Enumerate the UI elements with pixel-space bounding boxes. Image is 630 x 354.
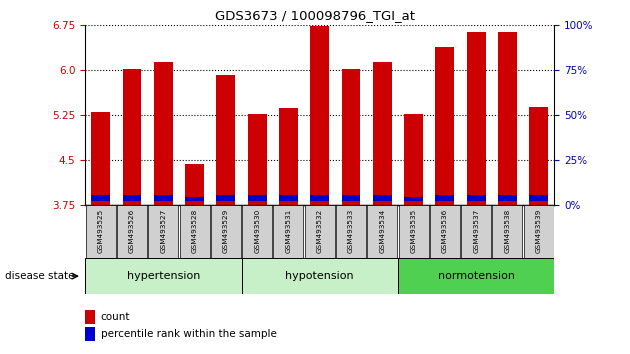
Bar [529,195,548,201]
Bar [311,195,329,201]
Bar [373,62,392,205]
Text: GSM493525: GSM493525 [98,209,104,253]
Text: GSM493539: GSM493539 [536,209,542,253]
Bar [529,107,548,205]
Bar [123,69,141,205]
Bar [311,26,329,205]
Text: GSM493533: GSM493533 [348,209,354,253]
Text: percentile rank within the sample: percentile rank within the sample [101,329,277,339]
Bar [185,197,204,201]
Bar [367,205,398,258]
Text: GSM493527: GSM493527 [160,209,166,253]
Bar [154,62,173,205]
Bar [404,197,423,201]
Text: GSM493531: GSM493531 [285,209,292,253]
Bar [336,205,366,258]
Bar [148,205,178,258]
Text: GSM493538: GSM493538 [505,209,510,253]
Text: GSM493529: GSM493529 [223,209,229,253]
Bar [241,258,398,294]
Bar [435,47,454,205]
Bar [217,75,235,205]
Bar [404,114,423,205]
Bar [435,195,454,201]
Bar [154,195,173,201]
Bar [279,108,298,205]
Bar [180,205,210,258]
Bar [341,69,360,205]
Bar [242,205,272,258]
Bar [493,205,522,258]
Text: GSM493526: GSM493526 [129,209,135,253]
Bar [91,112,110,205]
Text: disease state: disease state [5,271,74,281]
Text: GSM493532: GSM493532 [317,209,323,253]
Bar [279,195,298,201]
Bar [498,195,517,201]
Bar [217,195,235,201]
Text: GSM493528: GSM493528 [192,209,198,253]
Text: GSM493530: GSM493530 [254,209,260,253]
Bar [273,205,304,258]
Text: count: count [101,312,130,322]
Bar [498,32,517,205]
Text: GSM493534: GSM493534 [379,209,386,253]
Text: GDS3673 / 100098796_TGI_at: GDS3673 / 100098796_TGI_at [215,9,415,22]
Bar [341,195,360,201]
Bar [85,310,94,324]
Bar [117,205,147,258]
Bar [91,195,110,201]
Bar [398,258,554,294]
Bar [305,205,335,258]
Bar [467,195,486,201]
Text: GSM493536: GSM493536 [442,209,448,253]
Text: GSM493537: GSM493537 [473,209,479,253]
Text: normotension: normotension [438,271,515,281]
Bar [211,205,241,258]
Bar [86,205,116,258]
Text: hypertension: hypertension [127,271,200,281]
Bar [85,258,241,294]
Bar [373,195,392,201]
Bar [85,327,94,341]
Bar [467,32,486,205]
Bar [461,205,491,258]
Text: hypotension: hypotension [285,271,354,281]
Bar [524,205,554,258]
Bar [248,195,266,201]
Bar [399,205,428,258]
Bar [430,205,460,258]
Bar [248,114,266,205]
Bar [123,195,141,201]
Bar [185,164,204,205]
Text: GSM493535: GSM493535 [411,209,416,253]
